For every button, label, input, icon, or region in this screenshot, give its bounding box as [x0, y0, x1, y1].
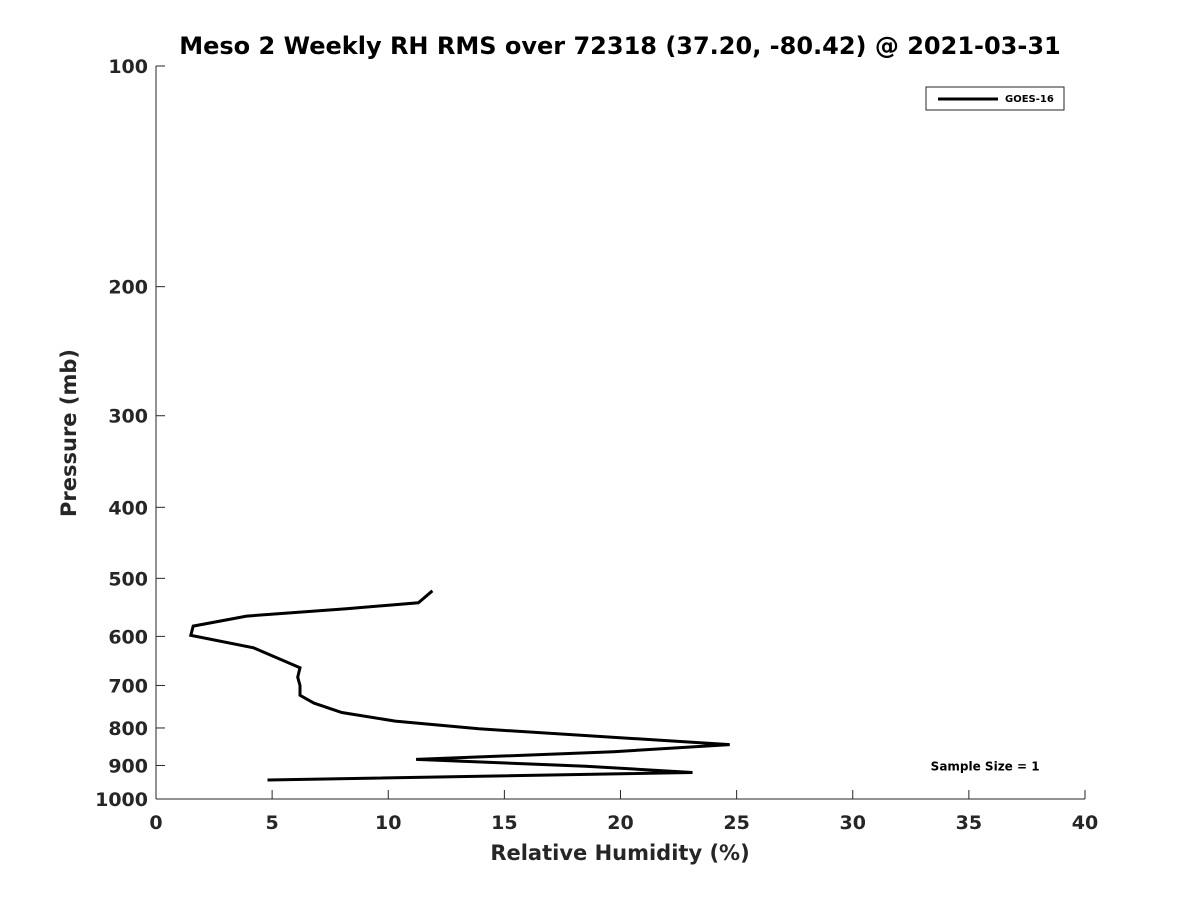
y-tick-label: 200: [108, 277, 148, 299]
x-tick-label: 20: [607, 812, 633, 834]
plot-area: [156, 66, 1085, 799]
x-tick-label: 15: [491, 812, 517, 834]
chart-title: Meso 2 Weekly RH RMS over 72318 (37.20, …: [179, 32, 1061, 60]
x-tick-label: 25: [723, 812, 749, 834]
y-tick-label: 1000: [95, 789, 148, 811]
x-tick-label: 5: [266, 812, 279, 834]
y-axis-ticks: 100 200 300 400 500 600 700 800 900 1000: [95, 56, 165, 811]
y-tick-label: 300: [108, 406, 148, 428]
x-tick-label: 35: [956, 812, 982, 834]
y-tick-label: 500: [108, 568, 148, 590]
x-tick-label: 10: [375, 812, 401, 834]
x-axis-ticks: 0 5 10 15 20 25 30 35 40: [149, 790, 1098, 834]
y-axis-label: Pressure (mb): [57, 349, 81, 517]
series-group: [188, 589, 730, 782]
legend: GOES-16: [925, 86, 1065, 111]
y-tick-label: 800: [108, 718, 148, 740]
x-tick-label: 40: [1072, 812, 1098, 834]
y-tick-label: 700: [108, 675, 148, 697]
x-tick-label: 30: [840, 812, 866, 834]
y-tick-label: 600: [108, 626, 148, 648]
x-axis-label: Relative Humidity (%): [490, 841, 749, 865]
y-tick-label: 900: [108, 755, 148, 777]
sample-size-annotation: Sample Size = 1: [931, 759, 1040, 773]
x-tick-label: 0: [149, 812, 162, 834]
series-line-goes-16: [188, 589, 730, 782]
y-tick-label: 100: [108, 56, 148, 78]
legend-label-goes-16: GOES-16: [1005, 94, 1054, 105]
y-tick-label: 400: [108, 497, 148, 519]
annotations: Sample Size = 1: [931, 759, 1040, 773]
